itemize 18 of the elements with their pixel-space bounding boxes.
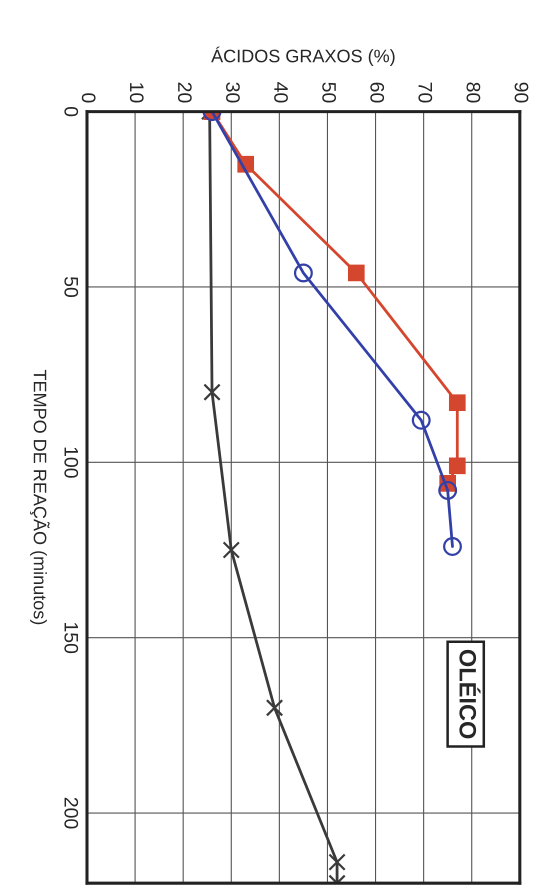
x-tick-label: 80 [466, 82, 480, 103]
y-axis-title: TEMPO DE REAÇÃO (minutos) [30, 370, 50, 624]
x-tick-label: 30 [226, 82, 240, 103]
y-tick-label: 200 [64, 798, 78, 828]
x-tick-label: 90 [514, 82, 528, 103]
x-tick-label: 60 [370, 82, 384, 103]
x-axis-title: ÁCIDOS GRAXOS (%) [211, 46, 395, 66]
y-tick-label: 50 [64, 276, 78, 298]
y-tick-label: 0 [64, 106, 78, 116]
x-tick-label: 0 [82, 93, 96, 103]
x-tick-label: 20 [178, 82, 192, 103]
y-tick-label: 150 [64, 622, 78, 654]
y-tick-label: 100 [64, 448, 78, 478]
x-tick-label: 50 [322, 82, 336, 103]
x-tick-label: 10 [130, 83, 144, 103]
annotation: OLÉICO [459, 650, 481, 738]
x-tick-label: 70 [418, 82, 432, 103]
x-tick-label: 40 [274, 82, 288, 103]
